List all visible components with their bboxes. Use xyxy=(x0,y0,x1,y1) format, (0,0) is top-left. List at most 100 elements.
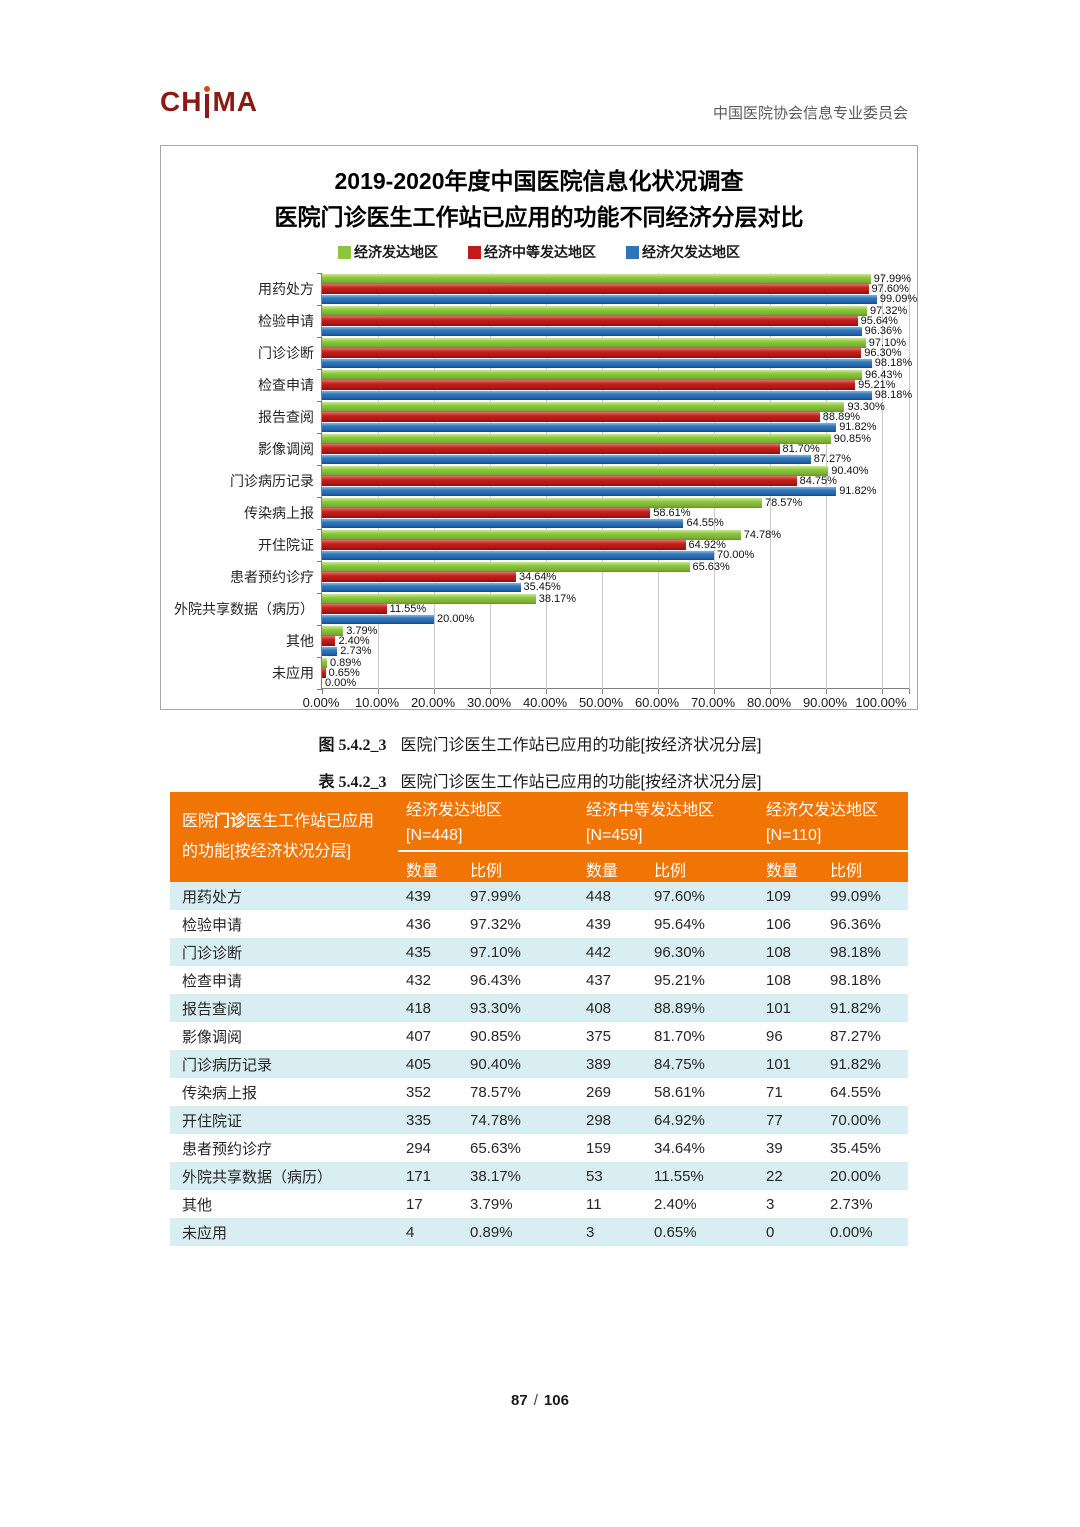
table-row: 传染病上报 352 78.57% 269 58.61% 71 64.55% xyxy=(170,1078,908,1106)
legend-swatch-icon xyxy=(626,245,639,259)
row-cell: 101 xyxy=(766,1055,792,1073)
bar xyxy=(322,316,858,326)
row-cell: 442 xyxy=(586,943,612,961)
value-label: 91.82% xyxy=(839,485,877,497)
value-label: 98.18% xyxy=(874,357,913,369)
table-row: 检验申请 436 97.32% 439 95.64% 106 96.36% xyxy=(170,910,908,938)
value-label: 97.10% xyxy=(868,336,907,349)
row-cell: 58.61% xyxy=(654,1083,705,1101)
bar xyxy=(322,626,344,636)
value-label: 95.21% xyxy=(858,378,896,391)
category-label: 检查申请 xyxy=(258,377,314,393)
row-cell: 81.70% xyxy=(654,1027,705,1045)
row-cell: 294 xyxy=(406,1139,432,1157)
bar xyxy=(322,498,762,508)
bar xyxy=(322,486,837,496)
row-label: 外院共享数据（病历） xyxy=(182,1168,333,1186)
bar-group: 外院共享数据（病历） 38.17% 11.55% 20.00% xyxy=(174,593,909,626)
category-label: 患者预约诊疗 xyxy=(230,569,314,585)
value-label: 34.64% xyxy=(518,570,557,583)
row-cell: 74.78% xyxy=(470,1111,521,1129)
category-tick xyxy=(317,401,322,402)
row-cell: 34.64% xyxy=(654,1139,705,1157)
value-label: 74.78% xyxy=(743,528,782,541)
row-label: 报告查阅 xyxy=(182,1000,243,1018)
x-tick xyxy=(882,689,883,694)
bar xyxy=(322,370,862,380)
bar xyxy=(322,604,387,614)
row-cell: 439 xyxy=(406,887,432,905)
subheader-ratio: 比例 xyxy=(822,850,908,882)
row-cell: 95.64% xyxy=(654,915,705,933)
row-cell: 0 xyxy=(766,1223,775,1241)
row-cell: 35.45% xyxy=(830,1139,881,1157)
x-tick xyxy=(434,689,435,694)
row-cell: 11.55% xyxy=(654,1167,704,1185)
bar-group: 用药处方 97.99% 97.60% 99.09% xyxy=(258,273,917,306)
row-cell: 71 xyxy=(766,1083,783,1101)
logo-text-post: MA xyxy=(212,86,258,117)
value-label: 58.61% xyxy=(653,506,691,519)
row-label: 门诊病历记录 xyxy=(182,1056,273,1074)
category-tick xyxy=(317,497,322,498)
row-label: 未应用 xyxy=(182,1224,228,1242)
chart-legend: 经济发达地区 经济中等发达地区 经济欠发达地区 xyxy=(161,242,917,262)
group-name: 经济发达地区 xyxy=(406,802,503,819)
organization-name: 中国医院协会信息专业委员会 xyxy=(712,105,908,122)
x-tick xyxy=(909,689,910,694)
page-total: 106 xyxy=(543,1392,569,1409)
category-label: 其他 xyxy=(286,633,314,649)
row-cell: 159 xyxy=(586,1139,612,1157)
logo-text-pre: CH xyxy=(160,86,203,117)
row-cell: 448 xyxy=(586,887,612,905)
x-tick xyxy=(714,689,715,694)
table-group-header: 经济发达地区 [N=448] xyxy=(398,792,578,850)
row-cell: 432 xyxy=(406,971,432,989)
bar xyxy=(322,508,651,518)
gridline xyxy=(882,273,883,689)
row-cell: 84.75% xyxy=(654,1055,705,1073)
value-label: 90.85% xyxy=(833,432,872,445)
row-cell: 2.40% xyxy=(654,1195,697,1213)
row-cell: 389 xyxy=(586,1055,612,1073)
value-label: 93.30% xyxy=(847,400,885,413)
subheader-count: 数量 xyxy=(758,850,822,882)
row-cell: 352 xyxy=(406,1083,432,1101)
row-cell: 96.43% xyxy=(470,971,521,989)
row-cell: 88.89% xyxy=(654,999,705,1017)
bar xyxy=(322,338,866,348)
row-cell: 335 xyxy=(406,1111,432,1129)
bar-group: 开住院证 74.78% 64.92% 70.00% xyxy=(258,528,909,562)
plot-area: 用药处方 97.99% 97.60% 99.09% 检验申请 97.32% 95.64% 96… xyxy=(174,273,917,694)
subheader-count: 数量 xyxy=(398,850,462,882)
row-cell: 96.30% xyxy=(654,943,705,961)
value-label: 98.18% xyxy=(874,389,913,401)
row-cell: 437 xyxy=(586,971,612,989)
category-tick xyxy=(317,273,322,274)
category-label: 门诊诊断 xyxy=(258,345,314,361)
row-cell: 109 xyxy=(766,887,792,905)
table-corner-header: 医院门诊医生工作站已应用的功能[按经济状况分层] xyxy=(170,792,398,882)
bar-group: 报告查阅 93.30% 88.89% 91.82% xyxy=(258,400,909,434)
x-tick xyxy=(546,689,547,694)
value-label: 11.55% xyxy=(389,602,427,615)
value-label: 64.55% xyxy=(686,517,724,529)
table-row: 外院共享数据（病历） 171 38.17% 53 11.55% 22 20.00% xyxy=(170,1162,908,1190)
row-cell: 99.09% xyxy=(830,887,881,905)
row-cell: 98.18% xyxy=(830,971,881,989)
row-cell: 101 xyxy=(766,999,792,1017)
group-n: [N=448] xyxy=(406,826,463,844)
page-separator: / xyxy=(533,1392,538,1409)
row-cell: 108 xyxy=(766,943,792,961)
row-cell: 405 xyxy=(406,1055,432,1073)
row-cell: 0.65% xyxy=(654,1223,697,1241)
bar xyxy=(322,582,521,592)
value-label: 78.57% xyxy=(764,496,803,509)
data-table: 医院门诊医生工作站已应用的功能[按经济状况分层] 经济发达地区 [N=448] 经济… xyxy=(170,792,908,1246)
row-cell: 17 xyxy=(406,1195,423,1213)
row-cell: 93.30% xyxy=(470,999,521,1017)
bar xyxy=(322,466,829,476)
corner-pre: 医院 xyxy=(182,813,215,831)
category-label: 门诊病历记录 xyxy=(230,473,314,489)
logo-i-glyph xyxy=(202,86,212,120)
